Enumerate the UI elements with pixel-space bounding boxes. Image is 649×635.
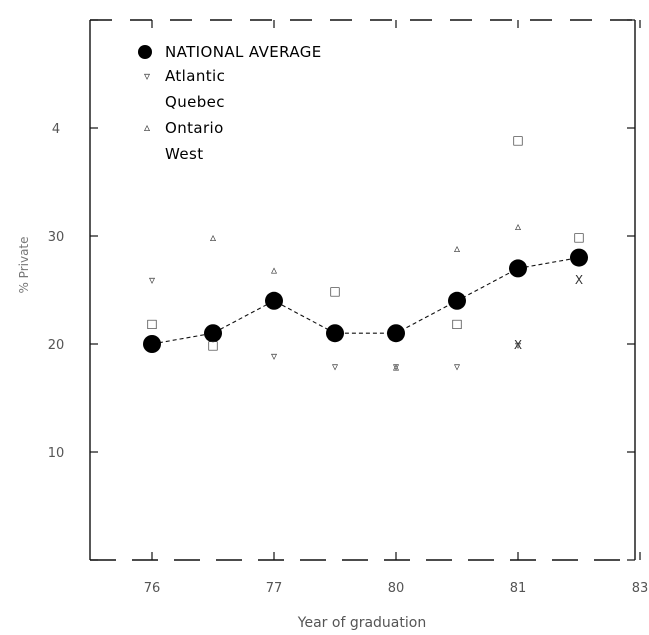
legend-marker-national-average bbox=[138, 45, 152, 59]
point-quebec: □ bbox=[573, 230, 584, 244]
legend-label-national-average: NATIONAL AVERAGE bbox=[165, 43, 322, 61]
legend-marker-atlantic: ▿ bbox=[144, 69, 150, 83]
point-national-average bbox=[509, 259, 527, 278]
plot-frame bbox=[89, 19, 636, 561]
point-national-average bbox=[265, 291, 283, 310]
x-ticks: 76 77 80 81 83 bbox=[144, 20, 649, 596]
x-tick-label: 80 bbox=[388, 581, 405, 596]
point-ontario: ▵ bbox=[393, 360, 399, 374]
x-tick-label: 83 bbox=[632, 581, 649, 596]
point-ontario: ▵ bbox=[515, 219, 521, 233]
point-national-average bbox=[448, 291, 466, 310]
point-national-average bbox=[143, 335, 161, 353]
point-atlantic: ▿ bbox=[149, 273, 155, 287]
point-ontario: ▵ bbox=[454, 241, 460, 255]
legend-label-west: West bbox=[165, 145, 203, 163]
legend: NATIONAL AVERAGE ▿ Atlantic Quebec ▵ Ont… bbox=[138, 43, 322, 163]
point-ontario: ▵ bbox=[210, 230, 216, 244]
point-west: X bbox=[514, 338, 522, 352]
point-national-average bbox=[204, 324, 222, 343]
y-tick-label: 4 bbox=[52, 122, 60, 137]
point-quebec: □ bbox=[451, 316, 462, 330]
y-tick-label: 10 bbox=[48, 446, 65, 461]
legend-label-atlantic: Atlantic bbox=[165, 67, 225, 85]
series-line-national-average bbox=[151, 257, 580, 345]
legend-label-ontario: Ontario bbox=[165, 119, 224, 137]
point-atlantic: ▿ bbox=[332, 360, 338, 374]
point-quebec: □ bbox=[146, 316, 157, 330]
point-quebec: □ bbox=[512, 133, 523, 147]
x-axis-label: Year of graduation bbox=[297, 615, 426, 631]
point-atlantic: ▿ bbox=[515, 338, 521, 352]
series-layer: ▿ ▿ ▿ ▿ ▿ ▿ □ □ □ □ □ □ ▵ ▵ ▵ ▵ ▵ X X bbox=[143, 133, 588, 374]
point-national-average bbox=[326, 324, 344, 343]
y-axis-label: % Private bbox=[17, 236, 31, 293]
point-national-average bbox=[570, 248, 588, 267]
y-tick-label: 20 bbox=[48, 338, 65, 353]
point-quebec: □ bbox=[329, 284, 340, 298]
point-quebec: □ bbox=[207, 338, 218, 352]
y-ticks: 4 30 20 10 bbox=[48, 19, 635, 561]
legend-marker-ontario: ▵ bbox=[144, 120, 150, 134]
legend-label-quebec: Quebec bbox=[165, 93, 225, 111]
point-west: X bbox=[575, 273, 583, 287]
x-tick-label: 76 bbox=[144, 581, 161, 596]
point-atlantic: ▿ bbox=[393, 360, 399, 374]
point-national-average bbox=[387, 324, 405, 343]
x-tick-label: 77 bbox=[266, 581, 283, 596]
point-atlantic: ▿ bbox=[454, 360, 460, 374]
point-atlantic: ▿ bbox=[271, 349, 277, 363]
point-ontario: ▵ bbox=[271, 262, 277, 276]
x-tick-label: 81 bbox=[510, 581, 527, 596]
y-tick-label: 30 bbox=[48, 230, 65, 245]
